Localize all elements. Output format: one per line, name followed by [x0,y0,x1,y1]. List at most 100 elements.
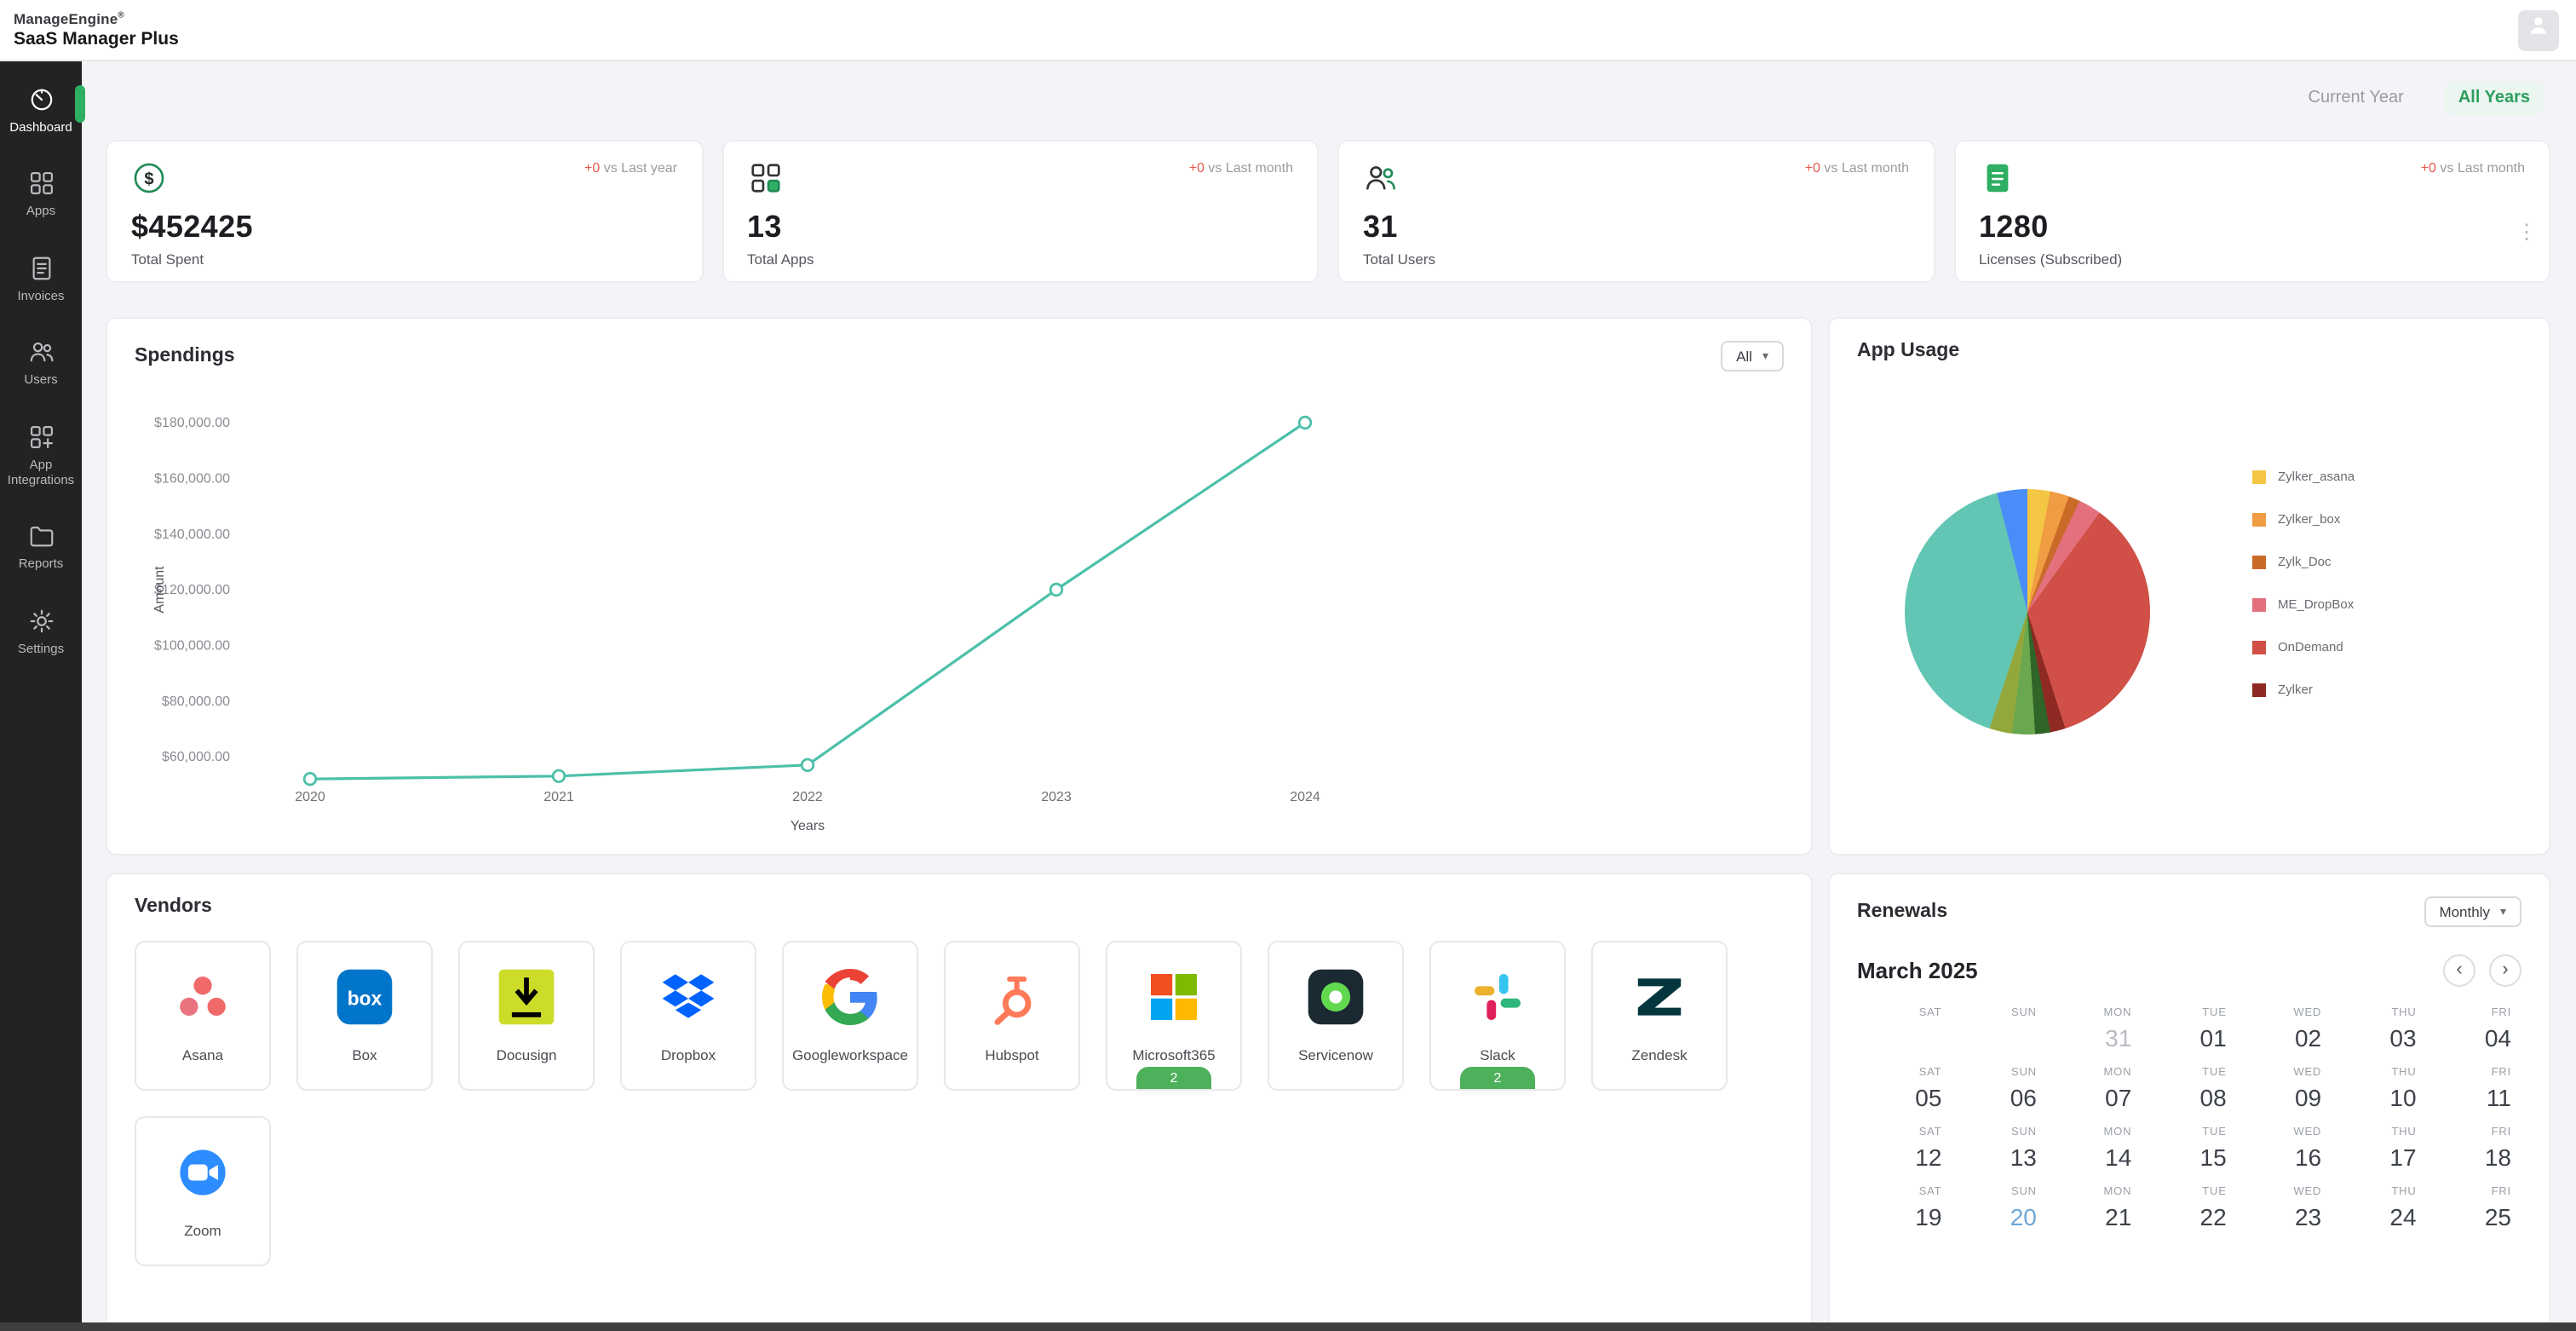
kebab-menu-icon[interactable]: ⋮ [2516,220,2537,244]
calendar-prev-button[interactable]: ‹ [2443,954,2475,987]
day-of-week-label: WED [2293,1186,2322,1198]
app-usage-title: App Usage [1857,341,1960,361]
vendor-card-servicenow[interactable]: Servicenow [1268,941,1404,1091]
svg-text:Years: Years [791,819,825,833]
vendor-card-slack[interactable]: Slack 2 [1429,941,1566,1091]
calendar-day-cell[interactable]: THU 03 [2332,1007,2426,1052]
calendar-week-row: SAT 12 SUN 13 MON 14 TUE 15 WED 16 THU 17 FRI 18 [1857,1126,2521,1171]
day-of-week-label: SAT [1918,1186,1942,1198]
calendar-day-cell[interactable]: SUN 06 [1952,1067,2046,1111]
sidebar-item-reports[interactable]: Reports [0,509,82,586]
vendor-card-asana[interactable]: Asana [135,941,271,1091]
day-of-week-label: SUN [2010,1067,2037,1079]
calendar-day-cell[interactable]: TUE 01 [2142,1007,2236,1052]
day-number: 25 [2484,1203,2511,1230]
calendar-day-cell[interactable]: FRI 18 [2427,1126,2521,1171]
calendar-day-cell[interactable]: FRI 25 [2427,1186,2521,1230]
legend-label: ME_DropBox [2278,596,2355,612]
day-number: 10 [2389,1084,2417,1111]
stat-card-total-apps[interactable]: +0 vs Last month 13 Total Apps [722,140,1319,283]
day-of-week-label: THU [2391,1067,2417,1079]
apps-icon [26,170,55,199]
sidebar-item-settings[interactable]: Settings [0,592,82,670]
calendar-day-cell[interactable]: THU 17 [2332,1126,2426,1171]
legend-swatch [2252,640,2266,654]
tab-all-years[interactable]: All Years [2444,81,2544,113]
day-of-week-label: MON [2103,1007,2132,1019]
sidebar-item-dashboard[interactable]: Dashboard [0,72,85,149]
vendor-name: Servicenow [1298,1046,1373,1063]
legend-item[interactable]: ME_DropBox [2252,596,2355,612]
calendar-day-cell[interactable]: TUE 08 [2142,1067,2236,1111]
calendar-next-button[interactable]: › [2489,954,2521,987]
calendar-day-cell[interactable]: SUN 20 [1952,1186,2046,1230]
sidebar-nav: Dashboard Apps Invoices Users App Integratio… [0,61,85,1331]
day-number: 22 [2199,1203,2227,1230]
tab-current-year[interactable]: Current Year [2308,88,2404,107]
calendar-day-cell[interactable]: THU 24 [2332,1186,2426,1230]
sidebar-item-label: Users [24,372,58,388]
calendar-month-label: March 2025 [1857,958,1978,983]
sidebar-item-users[interactable]: Users [0,324,82,401]
legend-item[interactable]: OnDemand [2252,639,2355,654]
stat-card-total-users[interactable]: +0 vs Last month 31 Total Users [1337,140,1935,283]
vendor-name: Zoom [184,1222,221,1239]
calendar-day-cell[interactable]: TUE 15 [2142,1126,2236,1171]
legend-item[interactable]: Zylker_box [2252,511,2355,527]
day-number: 05 [1915,1084,1942,1111]
vendor-card-docusign[interactable]: Docusign [458,941,595,1091]
calendar-day-cell[interactable]: MON 07 [2047,1067,2142,1111]
sidebar-item-apps[interactable]: Apps [0,156,82,233]
spendings-chart: $60,000.00 $80,000.00 $100,000.00 $120,000.… [135,382,1784,847]
vendor-card-box[interactable]: box Box [296,941,433,1091]
vendor-card-zoom[interactable]: Zoom [135,1116,271,1266]
calendar-day-cell[interactable]: TUE 22 [2142,1186,2236,1230]
legend-item[interactable]: Zylk_Doc [2252,554,2355,569]
app-usage-pie[interactable] [1905,489,2150,735]
vendor-card-dropbox[interactable]: Dropbox [620,941,756,1091]
vendor-count-badge: 2 [1136,1067,1211,1089]
legend-swatch [2252,512,2266,526]
legend-item[interactable]: Zylker [2252,682,2355,697]
vendor-name: Hubspot [985,1046,1039,1063]
spendings-filter-select[interactable]: All ▾ [1721,341,1784,372]
user-avatar[interactable] [2518,9,2559,50]
calendar-day-cell[interactable]: WED 23 [2237,1186,2332,1230]
calendar-week-row: SAT 19 SUN 20 MON 21 TUE 22 WED 23 THU 24 FRI 25 [1857,1186,2521,1230]
calendar-day-cell[interactable]: SAT 19 [1857,1186,1952,1230]
calendar-day-cell[interactable]: WED 09 [2237,1067,2332,1111]
reports-icon [26,522,55,551]
calendar-day-cell[interactable]: MON 14 [2047,1126,2142,1171]
calendar-day-cell[interactable]: SUN 13 [1952,1126,2046,1171]
dropbox-logo-icon [654,963,722,1031]
day-number: 13 [2010,1144,2037,1171]
vendor-card-zendesk[interactable]: Zendesk [1591,941,1728,1091]
calendar-day-cell[interactable]: WED 02 [2237,1007,2332,1052]
vendor-card-googleworkspace[interactable]: Googleworkspace [782,941,918,1091]
stats-row: $ +0 vs Last year $452425 Total Spent +0 vs … [106,140,2550,283]
top-header: ManageEngine® SaaS Manager Plus [0,0,2576,61]
calendar-day-cell[interactable]: MON 31 [2047,1007,2142,1052]
sidebar-item-invoices[interactable]: Invoices [0,240,82,318]
sidebar-item-app-integrations[interactable]: App Integrations [0,408,82,502]
day-of-week-label: WED [2293,1007,2322,1019]
calendar-day-cell[interactable]: MON 21 [2047,1186,2142,1230]
calendar-day-cell[interactable]: WED 16 [2237,1126,2332,1171]
calendar-day-cell[interactable]: SAT 05 [1857,1067,1952,1111]
vendor-card-microsoft365[interactable]: Microsoft365 2 [1106,941,1242,1091]
day-of-week-label: SAT [1918,1007,1942,1019]
calendar-day-cell[interactable]: SAT 12 [1857,1126,1952,1171]
stat-card-licenses[interactable]: +0 vs Last month 1280 Licenses (Subscribed… [1953,140,2550,283]
day-number: 12 [1915,1144,1942,1171]
day-number: 09 [2294,1084,2322,1111]
stat-card-total-spent[interactable]: $ +0 vs Last year $452425 Total Spent [106,140,703,283]
vendor-card-hubspot[interactable]: Hubspot [944,941,1080,1091]
calendar-day-cell[interactable]: FRI 04 [2427,1007,2521,1052]
stat-value: 1280 [1979,210,2049,244]
calendar-day-cell[interactable]: FRI 11 [2427,1067,2521,1111]
calendar-day-cell[interactable]: THU 10 [2332,1067,2426,1111]
legend-item[interactable]: Zylker_asana [2252,469,2355,484]
renewals-filter-select[interactable]: Monthly ▾ [2424,896,2521,927]
day-of-week-label: MON [2103,1186,2132,1198]
